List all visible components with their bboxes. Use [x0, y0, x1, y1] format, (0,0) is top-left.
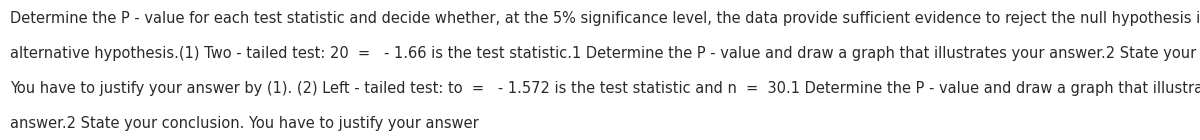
Text: answer.2 State your conclusion. You have to justify your answer: answer.2 State your conclusion. You have…	[10, 116, 479, 131]
Text: Determine the P - value for each test statistic and decide whether, at the 5% si: Determine the P - value for each test st…	[10, 11, 1200, 26]
Text: You have to justify your answer by (1). (2) Left - tailed test: to  =   - 1.572 : You have to justify your answer by (1). …	[10, 81, 1200, 96]
Text: alternative hypothesis.(1) Two - tailed test: 20  =   - 1.66 is the test statist: alternative hypothesis.(1) Two - tailed …	[10, 46, 1200, 61]
